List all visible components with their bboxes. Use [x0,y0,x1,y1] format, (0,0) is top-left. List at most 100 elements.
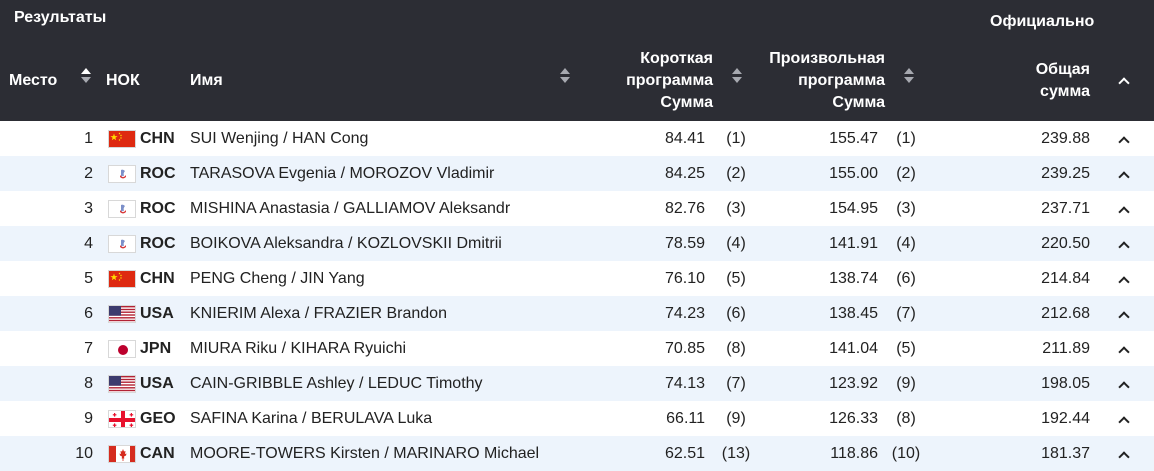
rank-cell: 5 [84,270,93,287]
china-flag-icon [108,270,136,288]
athlete-names[interactable]: KNIERIM Alexa / FRAZIER Brandon [190,305,447,322]
free-skating-rank: (4) [896,235,916,252]
usa-flag-icon [108,305,136,323]
column-header-free-skating[interactable]: Произвольная программа Сумма [745,48,885,114]
table-row[interactable]: 6 USA KNIERIM Alexa / FRAZIER Brandon 74.23… [0,296,1154,331]
athlete-names[interactable]: MOORE-TOWERS Kirsten / MARINARO Michael [190,445,540,462]
chevron-up-icon[interactable] [1117,240,1129,248]
free-skating-rank: (9) [896,375,916,392]
chevron-up-icon[interactable] [1117,170,1129,178]
total-score: 198.05 [1041,375,1090,392]
free-skating-rank: (7) [896,305,916,322]
table-row[interactable]: 4 ROC BOIKOVA Aleksandra / KOZLOVSKII Dmit… [0,226,1154,261]
free-skating-score: 141.04 [829,340,878,357]
column-header-total[interactable]: Общая сумма [1000,59,1090,103]
table-row[interactable]: 9 GEO SAFINA Karina / BERULAVA Luka 66.11 (9… [0,401,1154,436]
chevron-up-icon[interactable] [1117,345,1129,353]
free-skating-score: 154.95 [829,200,878,217]
canada-flag-icon [108,445,136,463]
noc-cell: CHN [140,270,175,287]
noc-cell: USA [140,305,174,322]
free-skating-rank: (2) [896,165,916,182]
total-score: 239.25 [1041,165,1090,182]
short-program-rank: (1) [726,130,746,147]
sort-icon[interactable] [80,66,92,86]
chevron-up-icon[interactable] [1117,135,1129,143]
athlete-names[interactable]: PENG Cheng / JIN Yang [190,270,365,287]
chevron-up-icon[interactable] [1117,450,1129,458]
table-row[interactable]: 8 USA CAIN-GRIBBLE Ashley / LEDUC Timothy 7… [0,366,1154,401]
column-label: программа [798,72,885,89]
free-skating-rank: (8) [896,410,916,427]
rank-cell: 1 [84,130,93,147]
column-label: НОК [106,72,140,89]
short-program-rank: (5) [726,270,746,287]
short-program-score: 74.13 [664,375,705,392]
short-program-rank: (3) [726,200,746,217]
athlete-names[interactable]: MISHINA Anastasia / GALLIAMOV Aleksandr [190,200,511,217]
short-program-rank: (7) [726,375,746,392]
column-header-noc[interactable]: НОК [106,70,140,92]
results-title: Результаты [14,9,107,26]
column-header-short-program[interactable]: Короткая программа Сумма [600,48,713,114]
total-score: 214.84 [1041,270,1090,287]
column-label: Общая [1035,61,1090,78]
column-label: Сумма [660,94,713,111]
chevron-up-icon[interactable] [1117,205,1129,213]
column-label: программа [626,72,713,89]
column-header-rank[interactable]: Место [9,70,57,92]
column-label: Произвольная [769,50,885,67]
sort-icon[interactable] [559,66,571,86]
short-program-score: 78.59 [664,235,705,252]
table-row[interactable]: 10 CAN MOORE-TOWERS Kirsten / MARINARO Mic… [0,436,1154,471]
chevron-up-icon[interactable] [1117,275,1129,283]
roc-flag-icon [108,200,136,218]
noc-cell: CHN [140,130,175,147]
chevron-up-icon[interactable] [1117,380,1129,388]
free-skating-rank: (6) [896,270,916,287]
noc-cell: GEO [140,410,176,427]
sort-icon[interactable] [731,66,743,86]
chevron-up-icon[interactable] [1117,310,1129,318]
athlete-names[interactable]: MIURA Riku / KIHARA Ryuichi [190,340,407,357]
athlete-names[interactable]: BOIKOVA Aleksandra / KOZLOVSKII Dmitrii [190,235,502,252]
rank-cell: 10 [75,445,93,462]
sort-icon[interactable] [903,66,915,86]
athlete-names[interactable]: CAIN-GRIBBLE Ashley / LEDUC Timothy [190,375,483,392]
free-skating-score: 126.33 [829,410,878,427]
free-skating-score: 118.86 [830,445,878,462]
column-label: Место [9,72,58,89]
roc-flag-icon [108,235,136,253]
table-row[interactable]: 2 ROC TARASOVA Evgenia / MOROZOV Vladimir 8… [0,156,1154,191]
table-row[interactable]: 7 JPN MIURA Riku / KIHARA Ryuichi 70.85 (8) 1… [0,331,1154,366]
short-program-rank: (6) [726,305,746,322]
chevron-up-icon[interactable] [1117,415,1129,423]
column-label: Сумма [832,94,885,111]
noc-cell: ROC [140,165,176,182]
table-header: Результаты Официально Место НОК Имя Коро… [0,0,1154,121]
noc-cell: JPN [140,340,172,357]
free-skating-score: 155.00 [829,165,878,182]
rank-cell: 3 [84,200,93,217]
free-skating-rank: (10) [891,445,921,462]
short-program-score: 84.25 [664,165,705,182]
column-header-name[interactable]: Имя [190,70,223,92]
table-row[interactable]: 1 CHN SUI Wenjing / HAN Cong 84.41 (1) 155.47… [0,121,1154,156]
noc-cell: ROC [140,235,176,252]
total-score: 211.89 [1042,340,1090,357]
free-skating-score: 123.92 [829,375,878,392]
total-score: 181.37 [1041,445,1090,462]
table-row[interactable]: 3 ROC MISHINA Anastasia / GALLIAMOV Aleksa… [0,191,1154,226]
table-row[interactable]: 5 CHN PENG Cheng / JIN Yang 76.10 (5) 138.74 (… [0,261,1154,296]
short-program-score: 62.51 [664,445,705,462]
short-program-rank: (4) [726,235,746,252]
total-score: 212.68 [1041,305,1090,322]
chevron-up-icon[interactable] [1117,76,1129,84]
athlete-names[interactable]: TARASOVA Evgenia / MOROZOV Vladimir [190,165,495,182]
roc-flag-icon [108,165,136,183]
china-flag-icon [108,130,136,148]
short-program-rank: (9) [726,410,746,427]
athlete-names[interactable]: SAFINA Karina / BERULAVA Luka [190,410,433,427]
short-program-score: 74.23 [664,305,705,322]
athlete-names[interactable]: SUI Wenjing / HAN Cong [190,130,369,147]
